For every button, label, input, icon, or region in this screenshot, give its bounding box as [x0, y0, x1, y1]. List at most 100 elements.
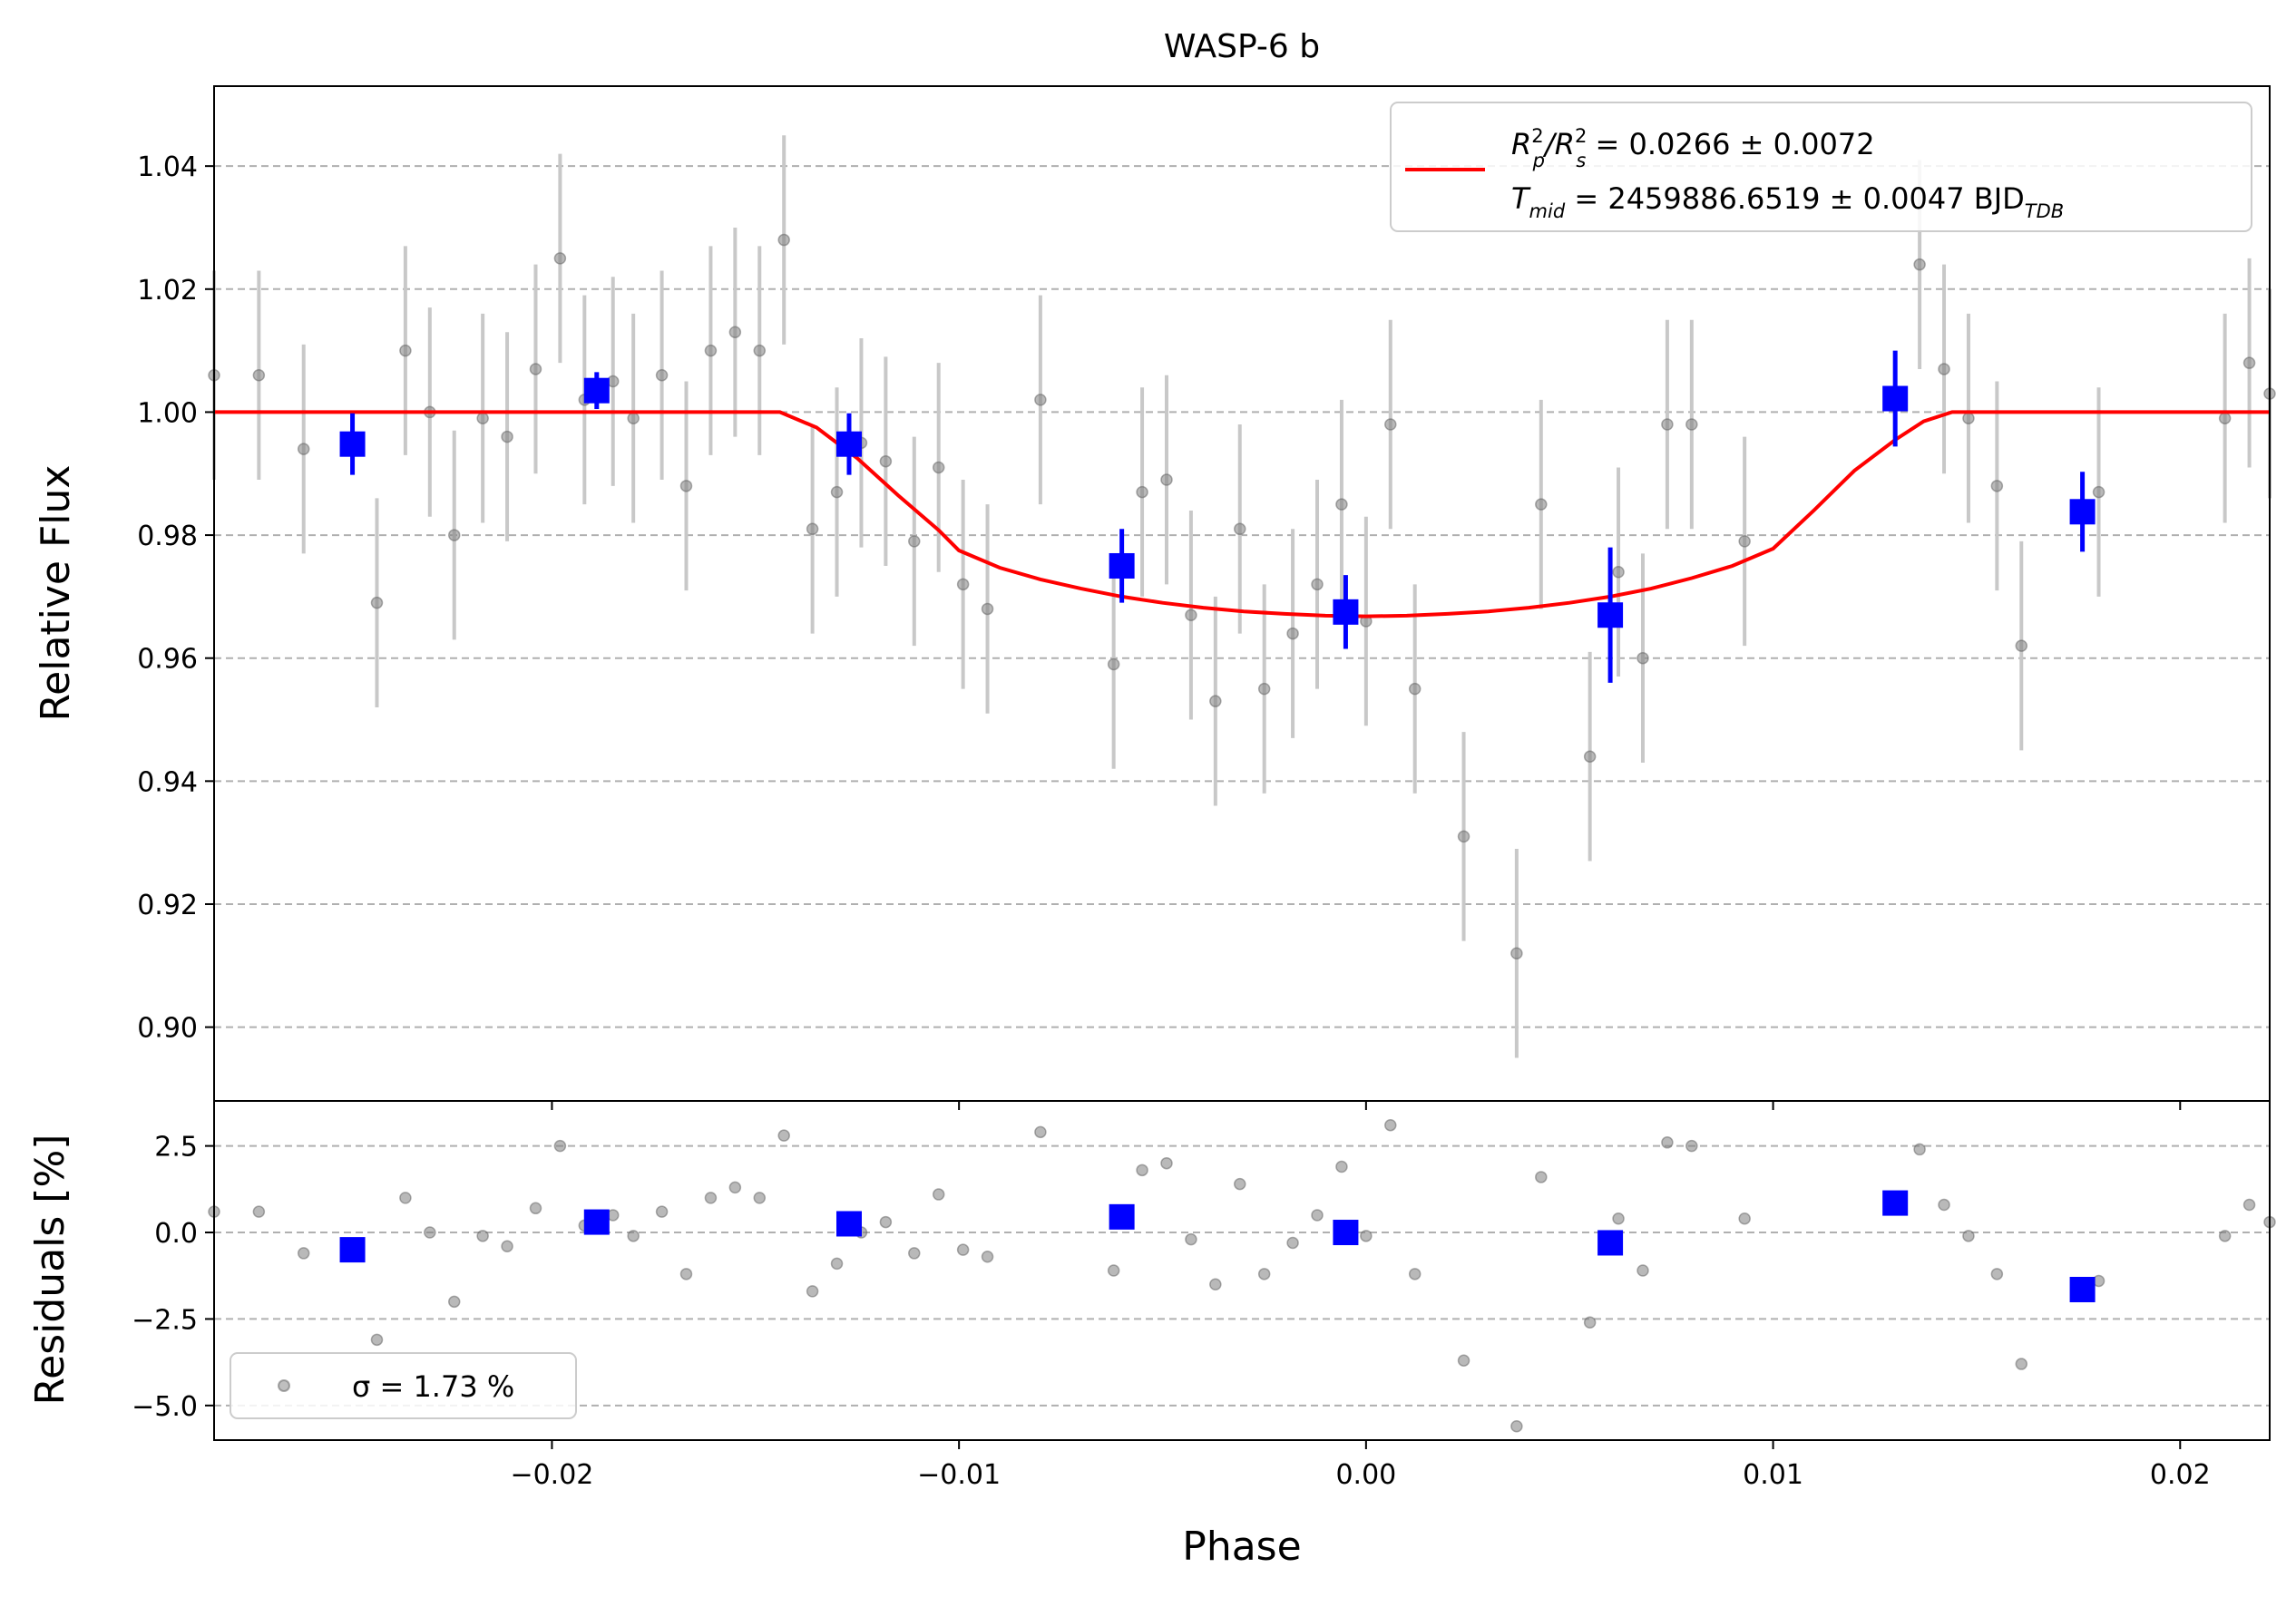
raw-point — [830, 485, 844, 499]
raw-point — [806, 522, 819, 536]
raw-point — [1637, 651, 1649, 665]
binned-point — [1882, 385, 1909, 412]
raw-point — [2092, 485, 2105, 499]
binned-point — [1597, 602, 1624, 628]
x-tick-label: 0.02 — [2150, 1459, 2211, 1491]
raw-point — [879, 454, 893, 468]
raw-point — [1107, 657, 1120, 671]
residual-point — [529, 1202, 542, 1215]
raw-point — [2242, 356, 2256, 369]
main-legend-box — [1390, 102, 2252, 232]
raw-point — [1136, 485, 1148, 499]
main-y-tick-label: 1.04 — [137, 151, 198, 183]
main-y-tick-label: 0.98 — [137, 521, 198, 552]
raw-point — [501, 430, 513, 443]
raw-point — [399, 344, 412, 357]
raw-point — [908, 535, 921, 548]
residual-point — [1738, 1212, 1751, 1225]
raw-point — [476, 412, 489, 424]
residuals-x-ticks: −0.02 −0.01 0.00 0.01 0.02 — [510, 1440, 2211, 1491]
residual-point — [1209, 1278, 1222, 1291]
residuals-y-tick-label: 0.0 — [154, 1218, 198, 1250]
residual-point — [1457, 1354, 1470, 1367]
raw-point — [1160, 473, 1173, 486]
raw-point — [1234, 522, 1246, 536]
raw-point — [1738, 535, 1751, 548]
raw-point — [553, 252, 567, 265]
raw-point — [447, 529, 461, 541]
residual-point — [777, 1129, 790, 1142]
raw-point — [1661, 418, 1674, 431]
residual-point — [704, 1192, 718, 1204]
residual-point — [424, 1226, 436, 1239]
residual-point — [1257, 1268, 1271, 1281]
residuals-axes-frame — [213, 1100, 2271, 1441]
binned-point — [1109, 552, 1135, 579]
x-tick-label: 0.00 — [1335, 1459, 1396, 1491]
residual-point — [932, 1188, 945, 1201]
raw-point — [1335, 498, 1348, 511]
x-tick-label: −0.01 — [917, 1459, 1001, 1491]
residual-point — [1637, 1264, 1649, 1277]
main-y-ticks: 0.90 0.92 0.94 0.96 0.98 1.00 1.02 1.04 — [137, 151, 214, 1045]
raw-point — [1990, 480, 2004, 492]
residuals-legend-box — [230, 1352, 577, 1419]
binned-point — [2069, 499, 2096, 525]
residuals-legend-marker — [278, 1379, 290, 1392]
raw-point — [2218, 412, 2232, 424]
residual-point — [806, 1285, 819, 1298]
residual-point — [1913, 1143, 1926, 1156]
residual-point — [728, 1181, 742, 1194]
binned-residual-point — [835, 1211, 862, 1237]
residuals-y-tick-label: −2.5 — [132, 1304, 198, 1336]
x-axis-title: Phase — [1182, 1524, 1301, 1570]
residual-point — [1661, 1136, 1674, 1149]
binned-point — [339, 431, 366, 457]
binned-residual-point — [1109, 1203, 1135, 1230]
raw-point — [655, 368, 669, 382]
residual-point — [1685, 1139, 1698, 1153]
main-y-tick-label: 0.96 — [137, 644, 198, 676]
residuals-legend: σ = 1.73 % — [230, 1352, 577, 1419]
raw-point — [1510, 947, 1523, 959]
raw-point — [1209, 695, 1222, 707]
residual-point — [1510, 1419, 1523, 1433]
residual-point — [956, 1243, 970, 1256]
binned-point — [1333, 599, 1359, 625]
raw-point — [252, 368, 266, 382]
binned-residual-point — [1333, 1220, 1359, 1246]
residual-point — [252, 1205, 266, 1218]
main-binned-points — [339, 377, 2096, 628]
residuals-y-tick-label: 2.5 — [154, 1132, 198, 1164]
binned-residual-point — [1882, 1190, 1909, 1216]
residual-point — [399, 1192, 412, 1204]
residual-point — [1990, 1268, 2004, 1281]
residual-point — [1583, 1316, 1597, 1329]
raw-point — [1286, 627, 1299, 640]
residual-point — [1335, 1160, 1348, 1173]
legend-depth-label: R2 p/R2 s = 0.0266 ± 0.0072 — [1511, 125, 1875, 171]
residual-point — [1962, 1230, 1975, 1242]
raw-point — [1457, 830, 1470, 843]
residual-point — [1234, 1177, 1246, 1191]
residual-point — [830, 1257, 844, 1271]
raw-point — [956, 578, 970, 591]
residual-point — [1535, 1171, 1548, 1183]
raw-point — [1938, 363, 1950, 375]
residual-point — [627, 1230, 640, 1242]
residual-point — [2218, 1230, 2232, 1242]
residual-point — [1360, 1230, 1373, 1242]
residual-point — [879, 1215, 893, 1229]
raw-point — [981, 602, 994, 616]
residual-point — [2242, 1198, 2256, 1212]
residuals-raw-points — [208, 1118, 2276, 1433]
plot-title: WASP-6 b — [1164, 28, 1320, 65]
residual-point — [1384, 1118, 1397, 1132]
raw-point — [1257, 682, 1271, 696]
main-legend: R2 p/R2 s = 0.0266 ± 0.0072 Tmid = 2459886… — [1390, 102, 2252, 232]
raw-point — [1384, 418, 1397, 431]
main-x-ticks — [551, 1101, 2182, 1110]
residual-point — [1185, 1232, 1197, 1246]
raw-point — [2015, 639, 2028, 652]
